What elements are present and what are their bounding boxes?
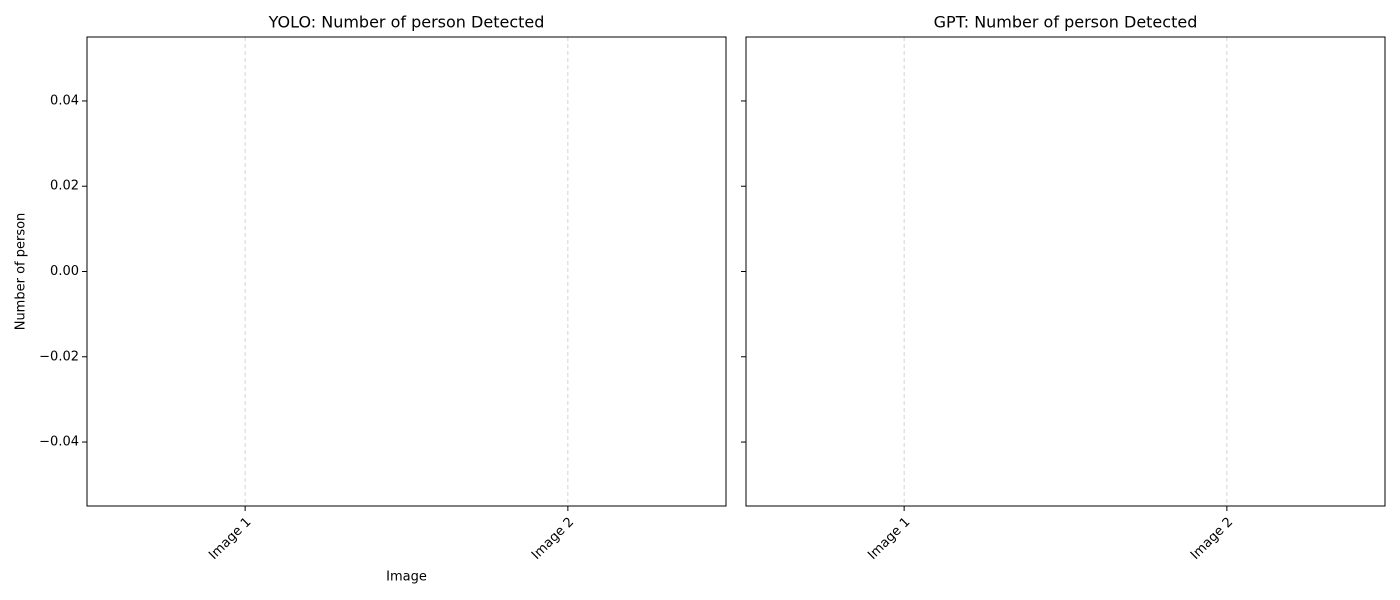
y-tick-label: 0.02 [50, 179, 79, 194]
chart-title: GPT: Number of person Detected [934, 13, 1198, 32]
x-tick-label: Image 2 [529, 515, 577, 563]
x-tick-label: Image 2 [1188, 515, 1236, 563]
y-tick-label: 0.00 [50, 264, 79, 279]
y-axis-label: Number of person [14, 213, 29, 331]
chart-title: YOLO: Number of person Detected [268, 13, 545, 32]
y-tick-label: −0.04 [39, 435, 79, 450]
x-axis-label: Image [386, 570, 427, 585]
x-tick-label: Image 1 [865, 515, 913, 563]
plot-frame [745, 36, 1386, 507]
y-tick-label: 0.04 [50, 93, 79, 108]
x-tick-label: Image 1 [206, 515, 254, 563]
y-tick-label: −0.02 [39, 349, 79, 364]
plot-frame [86, 36, 727, 507]
